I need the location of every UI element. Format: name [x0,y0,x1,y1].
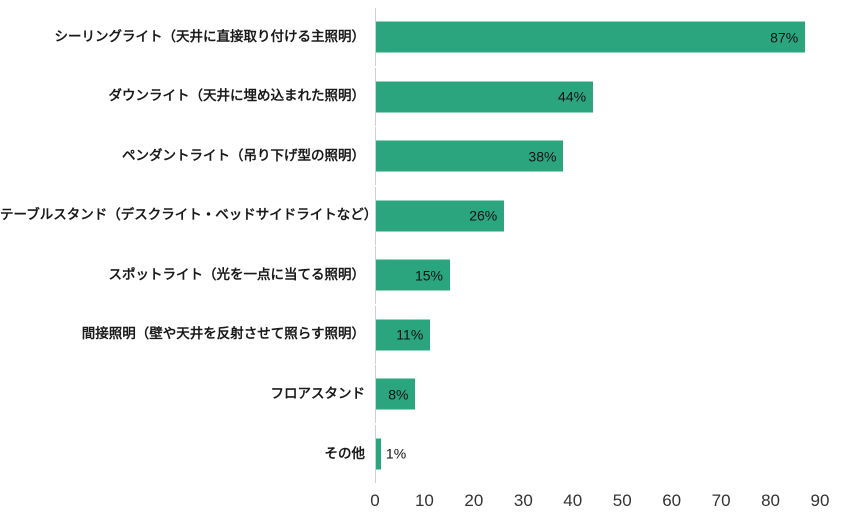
category-label: シーリングライト（天井に直接取り付ける主照明） [54,28,366,44]
x-tick-label: 10 [414,491,434,510]
bar-track: 1% [375,424,820,483]
bar-track: 44% [375,67,820,126]
x-tick-label: 30 [513,491,533,510]
bar-row: フロアスタンド 8% [0,365,850,424]
x-axis-tick-area: 0 10 20 30 40 50 60 70 80 90 [370,483,829,525]
bar-row: シーリングライト（天井に直接取り付ける主照明） 87% [0,8,850,66]
x-tick-label: 20 [464,491,484,510]
bar: 44% [376,81,594,113]
value-label: 11% [396,326,424,343]
bar: 15% [376,259,450,291]
bar-track: 8% [375,365,820,424]
category-label: 間接照明（壁や天井を反射させて照らす照明） [81,326,365,342]
value-label: 15% [414,267,443,284]
bar-track: 38% [375,127,820,186]
x-tick-label: 40 [563,491,583,510]
bar-track: 26% [375,186,820,245]
value-label: 38% [528,148,557,165]
value-label: 87% [770,29,799,45]
x-axis-spacer [0,483,375,525]
bar-row: ペンダントライト（吊り下げ型の照明） 38% [0,127,850,186]
value-label: 8% [388,386,409,403]
category-label: その他 [324,445,366,461]
category-label: ペンダントライト（吊り下げ型の照明） [122,147,365,163]
x-tick-label: 90 [810,491,830,510]
bar: 87% [376,21,806,53]
x-tick-label: 0 [370,491,380,510]
bar-rows: シーリングライト（天井に直接取り付ける主照明） 87% ダウンライト（天井に埋め込ま… [0,8,850,483]
category-label: テーブルスタンド（デスクライト・ベッドサイドライトなど） [0,207,378,223]
bar-row: その他 1% [0,424,850,483]
category-label: ダウンライト（天井に埋め込まれた照明） [108,88,366,104]
category-label: スポットライト（光を一点に当てる照明） [108,266,366,282]
x-tick-label: 80 [761,491,781,510]
bar: 26% [376,200,505,232]
bar: 38% [376,140,564,172]
bar-row: ダウンライト（天井に埋め込まれた照明） 44% [0,67,850,126]
bar-row: 間接照明（壁や天井を反射させて照らす照明） 11% [0,305,850,364]
bar-track: 87% [375,8,820,66]
bar: 8% [376,378,416,410]
x-axis: 0 10 20 30 40 50 60 70 80 90 [0,483,850,525]
value-label: 1% [385,445,407,462]
bar: 11% [376,319,431,351]
bar-row: テーブルスタンド（デスクライト・ベッドサイドライトなど） 26% [0,186,850,245]
x-tick-label: 70 [711,491,731,510]
x-tick-label: 50 [612,491,632,510]
bar-track: 11% [375,305,820,364]
category-label: フロアスタンド [270,385,366,401]
bar-row: スポットライト（光を一点に当てる照明） 15% [0,246,850,305]
value-label: 44% [558,88,587,105]
bar: 1% [376,438,406,470]
x-tick-label: 60 [662,491,682,510]
value-label: 26% [469,207,498,224]
bar-track: 15% [375,246,820,305]
